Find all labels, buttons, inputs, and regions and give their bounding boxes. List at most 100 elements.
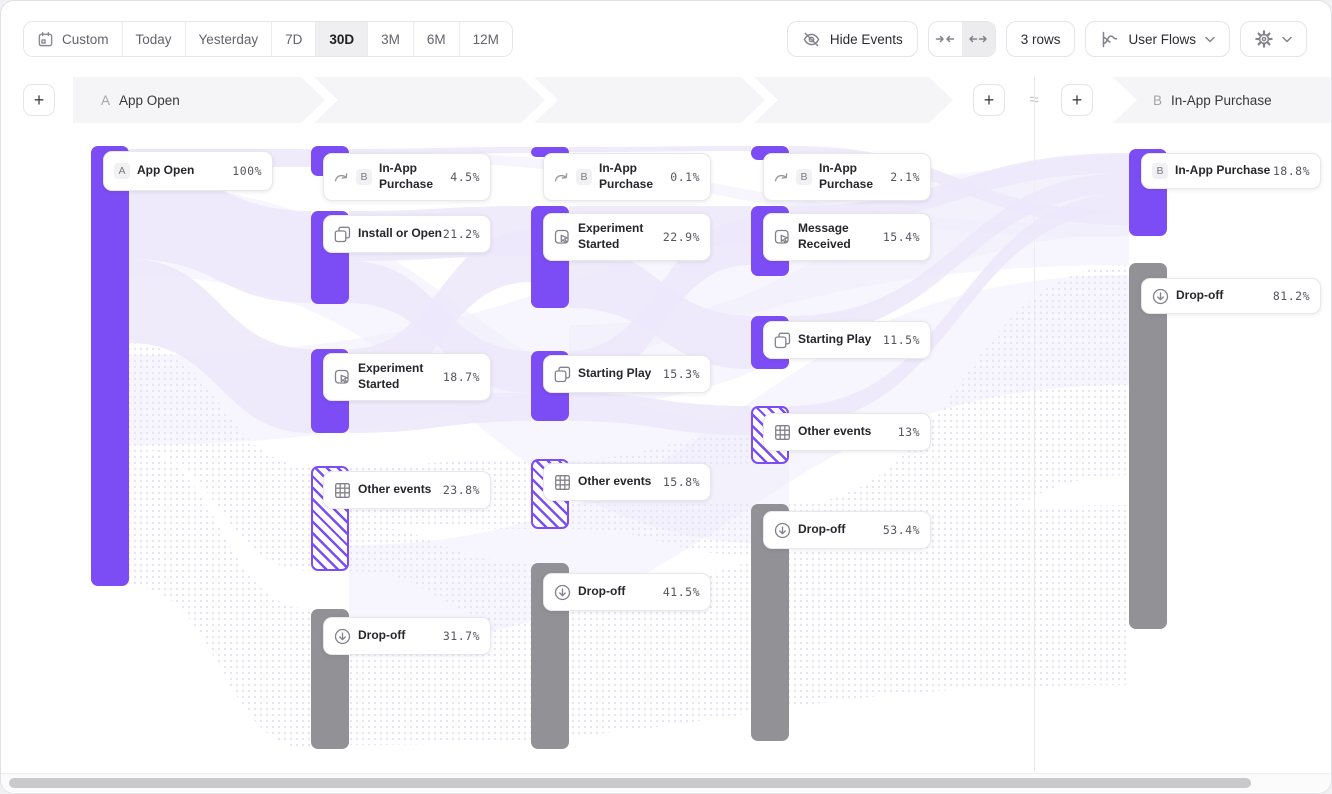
- node-card-starting-play-col4[interactable]: Starting Play 11.5%: [763, 321, 931, 359]
- start-event-band[interactable]: A App Open: [73, 77, 953, 123]
- start-event-label: A App Open: [101, 77, 180, 123]
- end-event-name: In-App Purchase: [1171, 92, 1272, 108]
- node-card-other-events-col3[interactable]: Other events 15.8%: [543, 463, 711, 501]
- node-card-other-events-col2[interactable]: Other events 23.8%: [323, 471, 491, 509]
- node-card-app-open-col1[interactable]: A App Open 100%: [103, 151, 273, 191]
- node-card-experiment-started-col2[interactable]: Experiment Started 18.7%: [323, 353, 491, 401]
- grid-icon: [554, 474, 571, 491]
- start-event-letter: A: [101, 92, 111, 108]
- node-card-drop-off-col5[interactable]: Drop-off 81.2%: [1141, 278, 1321, 314]
- rows-button[interactable]: 3 rows: [1005, 21, 1076, 57]
- node-percentage: 18.7%: [442, 370, 480, 384]
- node-percentage: 15.4%: [882, 230, 920, 244]
- node-bar-drop-off-col5[interactable]: [1129, 263, 1167, 629]
- node-percentage: 2.1%: [890, 170, 920, 184]
- date-range-option-6m[interactable]: 6M: [413, 22, 460, 56]
- view-selector-label: User Flows: [1128, 31, 1196, 47]
- node-percentage: 11.5%: [882, 333, 920, 347]
- node-card-in-app-purchase-col4[interactable]: B In-App Purchase 2.1%: [763, 153, 931, 201]
- flow-steps-header: + A App Open + ≈ + B In-App Purchase: [1, 77, 1331, 123]
- node-card-drop-off-col3[interactable]: Drop-off 41.5%: [543, 573, 711, 611]
- node-percentage: 15.3%: [662, 367, 700, 381]
- flow-ribbon: [349, 525, 531, 625]
- chevron-separator: [741, 77, 779, 123]
- expand-columns-button[interactable]: [961, 22, 995, 56]
- down-circle-icon: [774, 522, 791, 539]
- node-label: Experiment Started: [358, 361, 424, 391]
- settings-button[interactable]: [1240, 21, 1307, 57]
- node-label: Other events: [798, 424, 872, 439]
- node-card-message-received-col4[interactable]: Message Received 15.4%: [763, 213, 931, 261]
- flow-ribbon: [569, 504, 751, 555]
- node-percentage: 81.2%: [1272, 289, 1310, 303]
- node-label: Other events: [358, 482, 432, 497]
- node-card-in-app-purchase-col3[interactable]: B In-App Purchase 0.1%: [543, 153, 711, 201]
- date-range-option-30d[interactable]: 30D: [316, 22, 369, 56]
- flow-ribbon: [349, 393, 531, 433]
- toolbar: Custom Today Yesterday 7D 30D 3M 6M 12M Hide Ev…: [23, 21, 1307, 57]
- hide-events-label: Hide Events: [829, 31, 903, 47]
- flow-ribbon: [349, 151, 1129, 237]
- node-percentage: 4.5%: [450, 170, 480, 184]
- gear-icon: [1255, 30, 1273, 48]
- squares-icon: [334, 226, 351, 243]
- node-card-in-app-purchase-col2[interactable]: B In-App Purchase 4.5%: [323, 153, 491, 201]
- date-range-option-today[interactable]: Today: [122, 22, 186, 56]
- node-label: App Open: [137, 163, 195, 178]
- squares-icon: [554, 366, 571, 383]
- event-letter-badge: B: [1152, 163, 1168, 179]
- node-percentage: 100%: [232, 164, 262, 178]
- node-bar-app-open-col1[interactable]: [91, 146, 129, 586]
- date-range-option-label: 12M: [472, 31, 499, 47]
- horizontal-scrollbar[interactable]: [1, 773, 1331, 792]
- node-label: Starting Play: [798, 332, 872, 347]
- flow-ribbon: [569, 393, 751, 435]
- node-label: Drop-off: [1176, 288, 1224, 303]
- node-card-other-events-col4[interactable]: Other events 13%: [763, 413, 931, 451]
- node-label: Install or Open: [358, 226, 443, 241]
- date-range-option-custom[interactable]: Custom: [24, 22, 123, 56]
- add-end-step-button[interactable]: +: [1061, 84, 1093, 116]
- goal-arrow-icon: [334, 171, 349, 183]
- node-label: Drop-off: [578, 584, 626, 599]
- down-circle-icon: [554, 584, 571, 601]
- node-label: Message Received: [798, 221, 851, 251]
- flow-ribbon: [789, 265, 1129, 575]
- arrows-outward-icon: [968, 33, 988, 45]
- flow-ribbon: [129, 259, 311, 433]
- hide-events-button[interactable]: Hide Events: [786, 21, 918, 57]
- node-card-install-or-open-col2[interactable]: Install or Open 21.2%: [323, 215, 491, 253]
- squares-icon: [774, 332, 791, 349]
- scrollbar-thumb[interactable]: [9, 778, 1251, 788]
- down-circle-icon: [1152, 288, 1169, 305]
- node-percentage: 0.1%: [670, 170, 700, 184]
- node-bar-in-app-purchase-col3[interactable]: [531, 147, 569, 157]
- node-card-in-app-purchase-col5[interactable]: B In-App Purchase 18.8%: [1141, 153, 1321, 189]
- eye-off-icon: [802, 30, 821, 49]
- add-middle-step-button[interactable]: +: [973, 84, 1005, 116]
- date-range-option-label: Custom: [62, 31, 109, 47]
- date-range-option-7d[interactable]: 7D: [272, 22, 317, 56]
- date-range-option-yesterday[interactable]: Yesterday: [185, 22, 273, 56]
- add-start-step-button[interactable]: +: [23, 84, 55, 116]
- collapse-columns-button[interactable]: [929, 22, 962, 56]
- node-percentage: 41.5%: [662, 585, 700, 599]
- date-range-option-12m[interactable]: 12M: [459, 22, 512, 56]
- node-card-drop-off-col4[interactable]: Drop-off 53.4%: [763, 511, 931, 549]
- event-letter-badge: B: [796, 169, 812, 185]
- sankey-canvas: A App Open 100% B In-App Purchase 4.5% Install…: [1, 125, 1331, 773]
- node-percentage: 53.4%: [882, 523, 920, 537]
- event-letter-badge: B: [356, 169, 372, 185]
- node-card-experiment-started-col3[interactable]: Experiment Started 22.9%: [543, 213, 711, 261]
- view-selector-button[interactable]: User Flows: [1085, 21, 1230, 57]
- end-event-band[interactable]: B In-App Purchase: [1113, 77, 1331, 123]
- flow-chart-icon: [1100, 30, 1119, 49]
- flow-ribbon: [569, 220, 751, 393]
- node-card-drop-off-col2[interactable]: Drop-off 31.7%: [323, 617, 491, 655]
- node-card-starting-play-col3[interactable]: Starting Play 15.3%: [543, 355, 711, 393]
- date-range-option-3m[interactable]: 3M: [368, 22, 414, 56]
- end-event-label: B In-App Purchase: [1153, 77, 1272, 123]
- down-circle-icon: [334, 628, 351, 645]
- node-percentage: 31.7%: [442, 629, 480, 643]
